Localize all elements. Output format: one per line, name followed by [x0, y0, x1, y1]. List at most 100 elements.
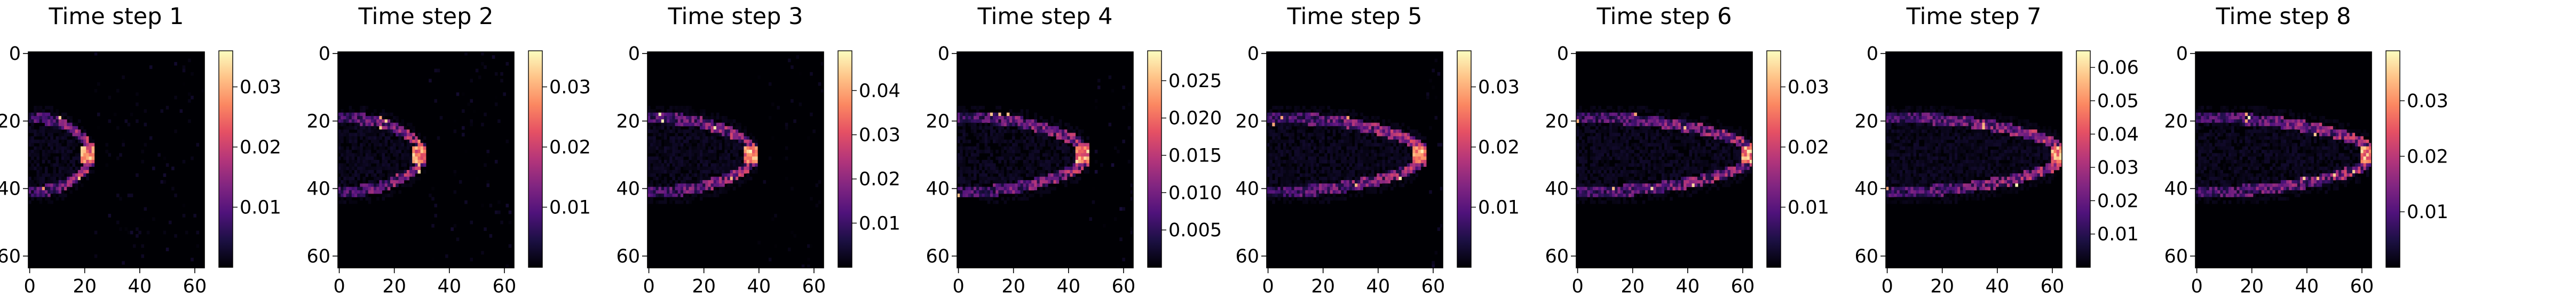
heatmap-cell: [976, 133, 979, 137]
heatmap-cell: [343, 173, 346, 177]
heatmap-cell: [1719, 150, 1722, 153]
heatmap-cell: [1034, 146, 1037, 150]
heatmap-cell: [1700, 126, 1703, 130]
heatmap-cell: [1275, 106, 1278, 110]
heatmap-cell: [744, 140, 747, 143]
heatmap-cell: [379, 116, 382, 120]
heatmap-cell: [1073, 163, 1076, 167]
heatmap-cell: [368, 167, 372, 171]
heatmap-cell: [744, 133, 747, 137]
heatmap-cell: [1311, 183, 1314, 187]
heatmap-cell: [1269, 167, 1273, 171]
heatmap-cell: [810, 113, 813, 117]
heatmap-cell: [396, 150, 399, 153]
heatmap-cell: [1012, 113, 1015, 117]
heatmap-cell: [1717, 143, 1720, 146]
heatmap-cell: [1656, 136, 1660, 140]
heatmap-cell: [974, 190, 977, 194]
heatmap-cell: [1056, 180, 1060, 184]
heatmap-cell: [338, 157, 341, 160]
heatmap-cell: [689, 126, 692, 130]
heatmap-cell: [1607, 153, 1610, 157]
heatmap-cell: [705, 173, 708, 177]
heatmap-cell: [59, 167, 62, 171]
heatmap-cell: [1653, 157, 1656, 160]
heatmap-cell: [1327, 136, 1330, 140]
heatmap-cell: [130, 231, 133, 235]
heatmap-cell: [1404, 140, 1408, 143]
heatmap-cell: [371, 157, 374, 160]
heatmap-cell: [1650, 150, 1654, 153]
heatmap-cell: [1336, 173, 1339, 177]
heatmap-cell: [1333, 123, 1336, 127]
heatmap-cell: [1650, 140, 1654, 143]
heatmap-cell: [1612, 119, 1615, 123]
heatmap-cell: [1402, 140, 1405, 143]
heatmap-cell: [379, 167, 382, 171]
heatmap-cell: [1281, 173, 1284, 177]
heatmap-cell: [31, 157, 34, 160]
heatmap-cell: [1278, 160, 1281, 164]
heatmap-cell: [1399, 173, 1402, 177]
heatmap-cell: [1327, 123, 1330, 127]
heatmap-cell: [398, 190, 401, 194]
heatmap-cell: [48, 140, 51, 143]
heatmap-cell: [50, 143, 53, 146]
heatmap-cell: [683, 180, 686, 184]
heatmap-cell: [957, 116, 960, 120]
heatmap-cell: [1319, 160, 1322, 164]
heatmap-cell: [1607, 163, 1610, 167]
heatmap-cell: [1607, 106, 1610, 110]
heatmap-cell: [393, 177, 396, 181]
heatmap-cell: [1407, 170, 1410, 174]
heatmap-cell: [366, 133, 369, 137]
heatmap-cell: [747, 146, 750, 150]
heatmap-cell: [1371, 133, 1374, 137]
heatmap-cell: [659, 106, 662, 110]
heatmap-cell: [714, 143, 717, 146]
heatmap-cell: [1388, 136, 1391, 140]
heatmap-cell: [1590, 109, 1593, 113]
heatmap-cell: [1308, 153, 1311, 157]
heatmap-cell: [341, 109, 344, 113]
x-tick-label: 0: [643, 276, 654, 297]
heatmap-cell: [45, 123, 48, 127]
heatmap-cell: [1275, 146, 1278, 150]
heatmap-cell: [1064, 163, 1068, 167]
heatmap-cell: [1374, 157, 1377, 160]
heatmap-cell: [1415, 129, 1418, 133]
heatmap-cell: [338, 140, 341, 143]
heatmap-cell: [354, 126, 358, 130]
heatmap-cell: [401, 163, 405, 167]
heatmap-cell: [1435, 251, 1438, 254]
heatmap-cell: [686, 177, 689, 181]
heatmap-cell: [1631, 150, 1634, 153]
heatmap-cell: [1410, 140, 1413, 143]
heatmap-cell: [1598, 119, 1601, 123]
heatmap-cell: [1034, 177, 1037, 181]
heatmap-cell: [672, 160, 675, 164]
heatmap-cell: [1576, 140, 1579, 143]
heatmap-cell: [799, 72, 802, 76]
heatmap-cell: [163, 173, 167, 177]
heatmap-cell: [791, 65, 794, 69]
heatmap-cell: [974, 177, 977, 181]
heatmap-cell: [1379, 173, 1382, 177]
heatmap-cell: [1037, 190, 1040, 194]
heatmap-cell: [144, 207, 147, 211]
heatmap-cell: [1302, 133, 1306, 137]
heatmap-cell: [1037, 163, 1040, 167]
heatmap-cell: [1377, 133, 1380, 137]
heatmap-cell: [360, 167, 363, 171]
heatmap-cell: [31, 163, 34, 167]
heatmap-cell: [1322, 197, 1325, 200]
heatmap-cell: [1617, 150, 1621, 153]
heatmap-cell: [1267, 126, 1270, 130]
heatmap-cell: [979, 177, 982, 181]
heatmap-cell: [1612, 150, 1615, 153]
heatmap-cell: [1703, 116, 1706, 120]
heatmap-cell: [1369, 123, 1372, 127]
heatmap-cell: [1582, 143, 1585, 146]
heatmap-cell: [1023, 183, 1026, 187]
heatmap-cell: [1122, 207, 1125, 211]
